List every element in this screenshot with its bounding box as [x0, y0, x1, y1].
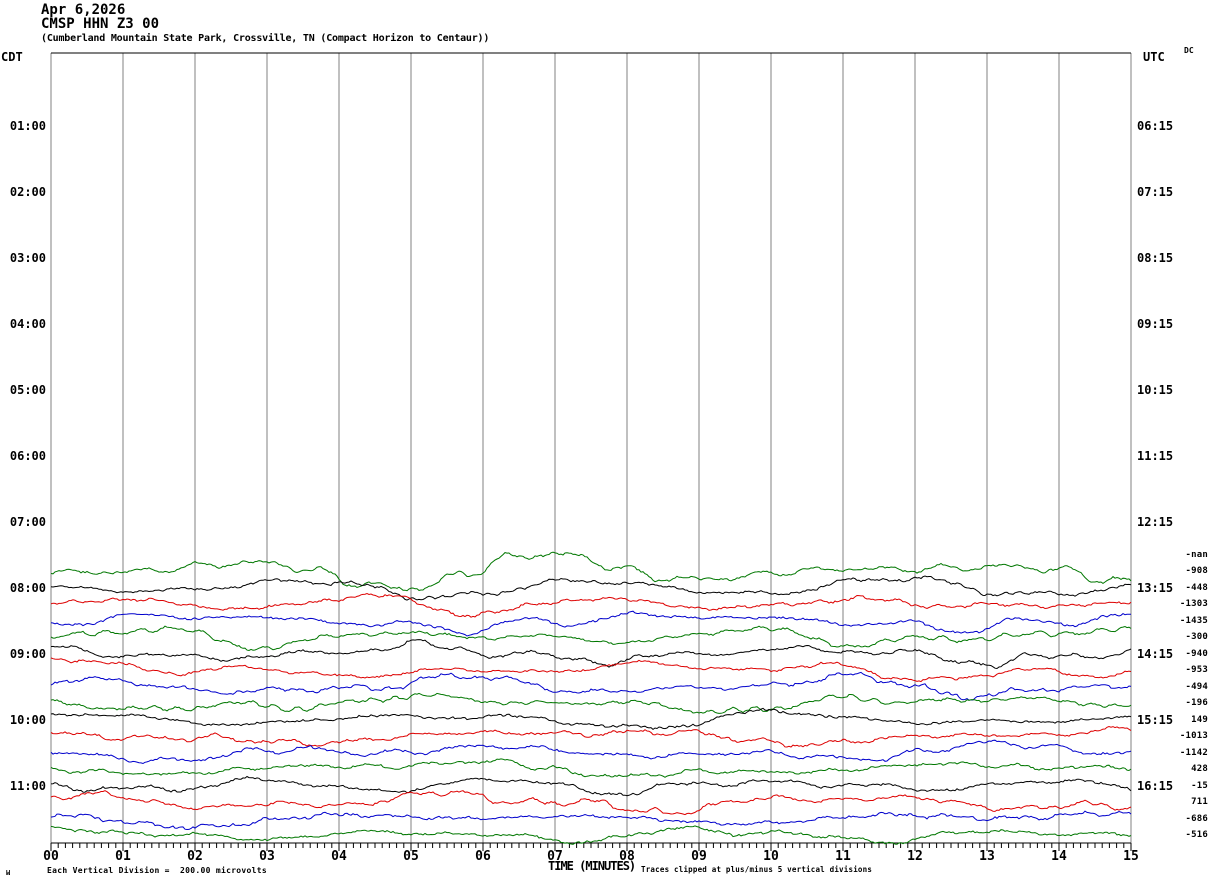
dc-value: -nan — [1185, 549, 1208, 560]
minute-label: 03 — [259, 849, 275, 864]
dc-value: 149 — [1191, 714, 1208, 725]
seismo-trace-red-15 — [50, 790, 1132, 816]
minute-label: 11 — [835, 849, 851, 864]
seismo-trace-green-9 — [50, 692, 1132, 714]
dc-value: -516 — [1185, 830, 1208, 840]
seismo-trace-blue-4 — [50, 610, 1132, 637]
minute-label: 14 — [1051, 849, 1067, 864]
minute-label: 01 — [115, 849, 131, 864]
minute-label: 09 — [691, 849, 707, 864]
gridlines — [50, 53, 1132, 843]
dc-value: -1435 — [1179, 615, 1208, 626]
seismo-trace-red-7 — [50, 657, 1132, 683]
clip-note: Traces clipped at plus/minus 5 vertical … — [641, 865, 873, 874]
title-description: (Cumberland Mountain State Park, Crossvi… — [41, 33, 490, 44]
cdt-hour-label: 09:00 — [9, 646, 46, 661]
utc-hour-label: 14:15 — [1137, 646, 1174, 661]
cdt-hour-label: 05:00 — [9, 382, 46, 397]
dc-value: -448 — [1185, 582, 1208, 593]
seismo-trace-green-1 — [50, 551, 1132, 592]
cdt-hour-label: 08:00 — [9, 580, 46, 595]
dc-value: -300 — [1185, 632, 1208, 642]
minute-label: 12 — [907, 849, 923, 864]
seismo-trace-black-6 — [50, 639, 1132, 670]
dc-value: -15 — [1191, 780, 1208, 791]
dc-column-header: DC — [1184, 46, 1194, 55]
cdt-hour-label: 04:00 — [9, 316, 46, 331]
x-axis-title: TIME (MINUTES) — [548, 859, 636, 873]
right-timezone-label: UTC — [1143, 50, 1165, 64]
title-station: CMSP HHN Z3 00 — [41, 16, 160, 32]
utc-hour-label: 07:15 — [1137, 184, 1174, 199]
cdt-hour-label: 03:00 — [9, 250, 46, 265]
traces — [50, 551, 1132, 845]
x-axis-ticks — [50, 843, 1132, 851]
utc-hour-label: 12:15 — [1137, 514, 1174, 529]
cdt-hour-label: 06:00 — [9, 448, 46, 463]
scale-note: Each Vertical Division = 200.00 microvol… — [47, 866, 268, 875]
minute-label: 10 — [763, 849, 779, 864]
dc-value: -1303 — [1179, 599, 1208, 609]
cdt-hour-label: 10:00 — [9, 712, 46, 727]
cdt-hour-label: 11:00 — [9, 778, 46, 793]
minute-label: 05 — [403, 849, 419, 864]
dc-value: -953 — [1185, 665, 1208, 675]
seismo-trace-black-10 — [50, 707, 1132, 731]
seismo-trace-blue-16 — [50, 810, 1132, 831]
utc-hour-label: 16:15 — [1137, 778, 1174, 793]
minute-label: 07 — [547, 849, 563, 864]
utc-hour-label: 06:15 — [1137, 118, 1174, 133]
dc-value: -196 — [1185, 698, 1208, 708]
cdt-hour-label: 02:00 — [9, 184, 46, 199]
minute-label: 15 — [1123, 849, 1139, 864]
dc-value: 428 — [1191, 764, 1208, 774]
cdt-hour-label: 01:00 — [9, 118, 46, 133]
seismo-trace-blue-8 — [50, 671, 1132, 701]
utc-hour-label: 09:15 — [1137, 316, 1174, 331]
utc-hour-label: 08:15 — [1137, 250, 1174, 265]
dc-value: -494 — [1185, 681, 1208, 692]
minute-label: 13 — [979, 849, 995, 864]
left-timezone-label: CDT — [1, 50, 23, 64]
seismo-trace-red-3 — [50, 592, 1132, 618]
seismo-trace-green-13 — [50, 758, 1132, 778]
dc-value: -1013 — [1179, 731, 1208, 741]
minute-label: 00 — [43, 849, 59, 864]
dc-value: -1142 — [1179, 747, 1208, 758]
cdt-hour-label: 07:00 — [9, 514, 46, 529]
seismo-trace-green-17 — [50, 825, 1132, 845]
minute-label: 06 — [475, 849, 491, 864]
seismo-trace-red-11 — [50, 725, 1132, 748]
seismo-trace-black-2 — [50, 575, 1132, 601]
seismo-trace-blue-12 — [50, 739, 1132, 765]
minute-label: 04 — [331, 849, 347, 864]
utc-hour-label: 13:15 — [1137, 580, 1174, 595]
utc-hour-label: 10:15 — [1137, 382, 1174, 397]
seismo-trace-black-14 — [50, 775, 1132, 797]
corner-watermark-glyph: M — [6, 868, 11, 876]
minute-label: 02 — [187, 849, 203, 864]
dc-value: -908 — [1185, 566, 1208, 576]
seismo-trace-green-5 — [50, 625, 1132, 652]
title-date: Apr 6,2026 — [41, 2, 126, 18]
minute-label: 08 — [619, 849, 635, 864]
utc-hour-label: 11:15 — [1137, 448, 1174, 463]
dc-value: -940 — [1185, 648, 1208, 659]
dc-value: -686 — [1185, 813, 1208, 824]
dc-value: 711 — [1191, 797, 1208, 807]
utc-hour-label: 15:15 — [1137, 712, 1174, 727]
